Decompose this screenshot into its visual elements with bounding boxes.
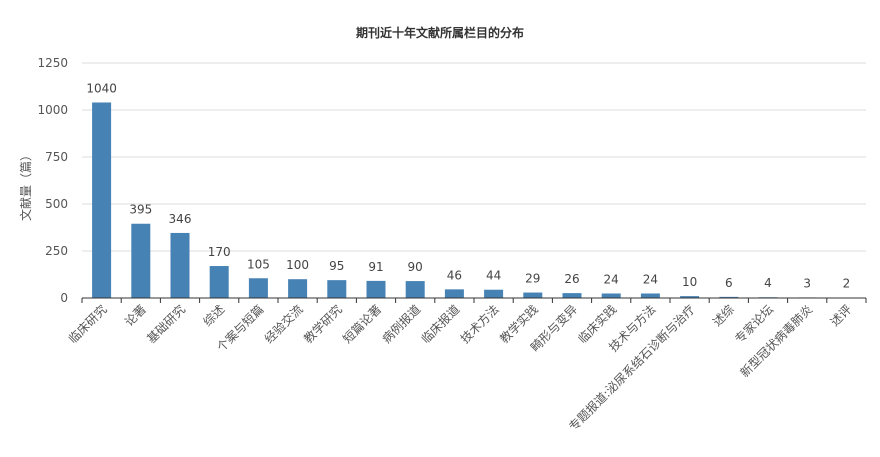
data-label: 3	[803, 276, 811, 290]
data-label: 10	[682, 275, 697, 289]
y-tick-label: 1000	[37, 103, 68, 117]
data-label: 100	[286, 258, 309, 272]
y-tick-label: 500	[45, 197, 68, 211]
bar	[288, 279, 308, 298]
data-label: 26	[564, 272, 579, 286]
data-label: 24	[604, 272, 619, 286]
bar	[131, 223, 151, 298]
bar	[444, 289, 464, 298]
x-tick-label: 论著	[122, 302, 149, 329]
data-label: 1040	[86, 81, 117, 95]
data-label: 6	[725, 276, 733, 290]
data-label: 105	[247, 257, 270, 271]
bar	[327, 280, 347, 298]
y-tick-label: 250	[45, 244, 68, 258]
x-tick-label: 经验交流	[261, 302, 306, 347]
data-label: 91	[368, 260, 383, 274]
bar	[366, 280, 386, 298]
data-label: 4	[764, 276, 772, 290]
y-tick-label: 1250	[37, 56, 68, 70]
bar	[680, 296, 700, 298]
chart-title: 期刊近十年文献所属栏目的分布	[356, 25, 524, 40]
y-axis-label: 文献量（篇）	[18, 149, 33, 221]
bar	[640, 293, 660, 298]
bar	[209, 266, 229, 298]
y-tick-label: 750	[45, 150, 68, 164]
data-label: 90	[408, 260, 423, 274]
data-label: 24	[643, 272, 658, 286]
x-tick-label: 病例报道	[379, 302, 424, 347]
y-tick-label: 0	[60, 291, 68, 305]
bar	[92, 102, 112, 298]
data-label: 44	[486, 269, 501, 283]
bar	[523, 292, 543, 298]
bar	[484, 289, 504, 298]
x-tick-label: 临床研究	[65, 302, 110, 347]
data-label: 46	[447, 268, 462, 282]
data-label: 170	[208, 245, 231, 259]
x-tick-label: 教学研究	[300, 302, 345, 347]
x-tick-label: 基础研究	[144, 302, 189, 347]
bar	[170, 232, 190, 298]
data-label: 346	[169, 212, 192, 226]
x-tick-label: 临床报道	[418, 302, 463, 347]
gridlines	[82, 62, 866, 252]
bar	[562, 293, 582, 298]
data-label: 395	[129, 203, 152, 217]
x-tick-label: 短篇论著	[340, 302, 385, 347]
data-label: 29	[525, 272, 540, 286]
x-tick-label: 技术方法	[457, 302, 502, 347]
bar	[719, 296, 739, 298]
bars	[92, 102, 856, 299]
data-label: 2	[843, 277, 851, 291]
bar	[601, 293, 621, 298]
data-label: 95	[329, 259, 344, 273]
x-tick-label: 述评	[828, 302, 855, 329]
x-tick-label: 综述	[200, 302, 227, 329]
x-tick-label: 新型冠状病毒肺炎	[737, 302, 815, 380]
y-axis-ticks: 0 250 500 750 1000 1250	[37, 56, 68, 305]
bar	[248, 278, 268, 298]
x-tick-label: 述综	[710, 302, 737, 329]
bar	[405, 281, 425, 298]
